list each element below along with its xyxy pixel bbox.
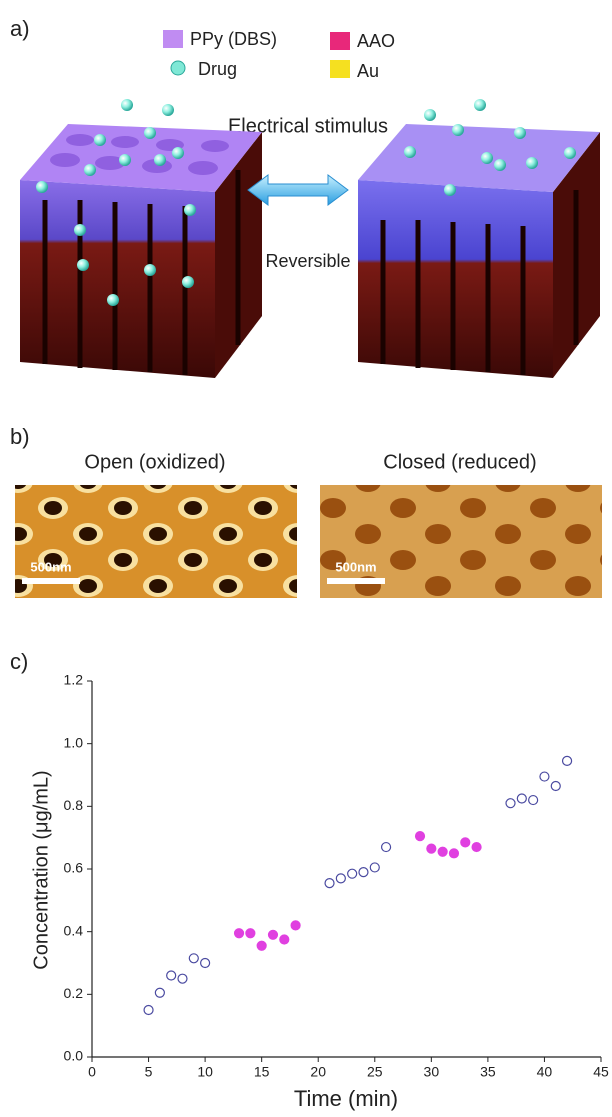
legend-swatch xyxy=(171,61,185,75)
scale-bar xyxy=(327,578,385,584)
data-point xyxy=(257,941,266,950)
reversible-arrow xyxy=(248,175,348,205)
data-point xyxy=(529,796,538,805)
data-point xyxy=(427,844,436,853)
data-point xyxy=(370,863,379,872)
legend-label: AAO xyxy=(357,31,395,51)
data-point xyxy=(506,799,515,808)
legend-swatch xyxy=(330,32,350,50)
data-point xyxy=(325,879,334,888)
x-tick-label: 5 xyxy=(145,1064,153,1080)
closed-membrane xyxy=(358,124,600,378)
data-point xyxy=(201,959,210,968)
data-point xyxy=(268,930,277,939)
x-tick-label: 20 xyxy=(310,1064,326,1080)
data-point xyxy=(563,756,572,765)
legend-swatch xyxy=(330,60,350,78)
data-point xyxy=(155,988,164,997)
legend-label: Drug xyxy=(198,59,237,79)
scale-bar-label: 500nm xyxy=(335,559,376,574)
y-tick-label: 0.8 xyxy=(64,797,84,813)
data-point xyxy=(178,974,187,983)
data-point xyxy=(449,849,458,858)
data-point xyxy=(348,869,357,878)
panel-label: a) xyxy=(10,16,30,41)
scale-bar xyxy=(22,578,80,584)
y-tick-label: 0.0 xyxy=(64,1048,84,1064)
data-point xyxy=(167,971,176,980)
panel-label: c) xyxy=(10,649,28,674)
y-tick-label: 0.6 xyxy=(64,860,84,876)
legend-label: Au xyxy=(357,61,379,81)
open-membrane xyxy=(20,124,262,378)
panel-label: b) xyxy=(10,424,30,449)
x-tick-label: 10 xyxy=(197,1064,213,1080)
data-point xyxy=(336,874,345,883)
y-axis-label: Concentration (μg/mL) xyxy=(30,770,52,969)
data-point xyxy=(144,1006,153,1015)
data-point xyxy=(235,929,244,938)
y-tick-label: 0.4 xyxy=(64,922,84,938)
figure: a) PPy (DBS) AAO Drug Au Electrical stim… xyxy=(0,0,612,1117)
data-point xyxy=(280,935,289,944)
data-point xyxy=(416,832,425,841)
data-point xyxy=(551,781,560,790)
x-tick-label: 25 xyxy=(367,1064,383,1080)
data-point xyxy=(359,868,368,877)
data-point xyxy=(291,921,300,930)
x-tick-label: 15 xyxy=(254,1064,270,1080)
legend-swatch xyxy=(163,30,183,48)
x-tick-label: 30 xyxy=(424,1064,440,1080)
data-point xyxy=(517,794,526,803)
image-title: Open (oxidized) xyxy=(84,451,225,473)
data-point xyxy=(540,772,549,781)
x-tick-label: 0 xyxy=(88,1064,96,1080)
scale-bar-label: 500nm xyxy=(30,559,71,574)
x-tick-label: 35 xyxy=(480,1064,496,1080)
data-point xyxy=(246,929,255,938)
y-tick-label: 1.0 xyxy=(64,734,84,750)
x-tick-label: 40 xyxy=(537,1064,553,1080)
data-point xyxy=(382,843,391,852)
image-title: Closed (reduced) xyxy=(383,451,536,473)
data-point xyxy=(472,843,481,852)
data-point xyxy=(438,847,447,856)
data-point xyxy=(461,838,470,847)
annotation: Reversible xyxy=(265,251,350,271)
y-tick-label: 0.2 xyxy=(64,985,84,1001)
x-axis-label: Time (min) xyxy=(294,1086,398,1111)
y-tick-label: 1.2 xyxy=(64,672,84,688)
x-tick-label: 45 xyxy=(593,1064,609,1080)
legend-label: PPy (DBS) xyxy=(190,29,277,49)
data-point xyxy=(189,954,198,963)
